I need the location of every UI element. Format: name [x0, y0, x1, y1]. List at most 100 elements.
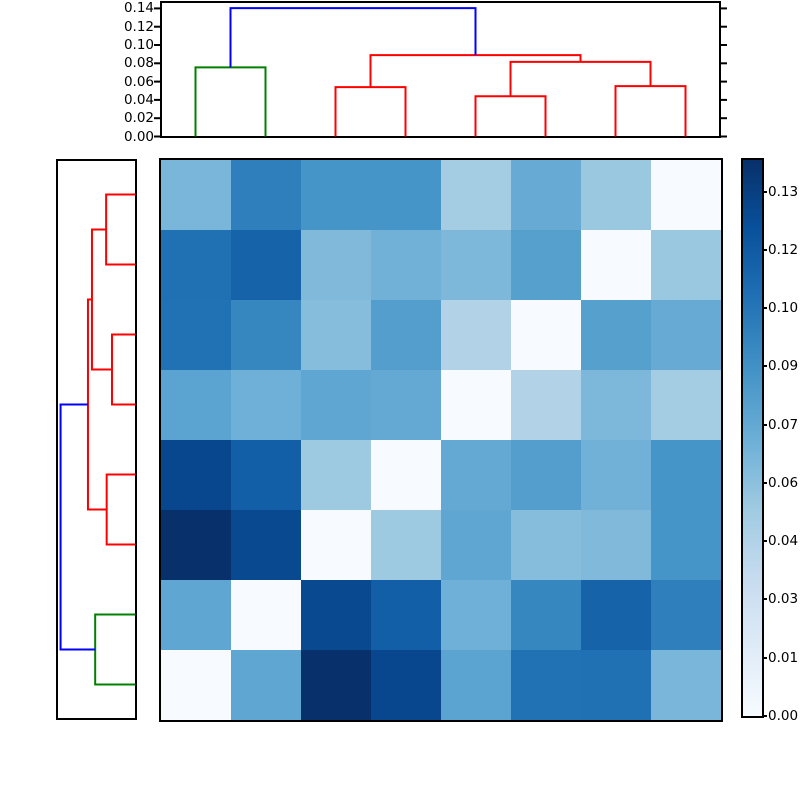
heatmap-cell: [370, 369, 441, 440]
dendrogram-link: [111, 333, 136, 406]
heatmap-cell: [230, 439, 301, 510]
heatmap-cell: [440, 229, 511, 300]
heatmap-cell: [440, 369, 511, 440]
heatmap-cell: [510, 649, 581, 720]
heatmap-cell: [510, 369, 581, 440]
heatmap-cell: [230, 509, 301, 580]
colorbar-tick-mark: [762, 307, 767, 310]
colorbar-tick-label: 0.01: [768, 649, 799, 666]
colorbar-tick-label: 0.12: [768, 241, 799, 258]
colorbar-tick-label: 0.06: [768, 474, 799, 491]
colorbar-tick-label: 0.10: [768, 300, 799, 317]
heatmap-cell: [300, 299, 371, 370]
heatmap-cell: [160, 229, 231, 300]
heatmap-cell: [160, 159, 231, 230]
heatmap-cell: [580, 159, 651, 230]
heatmap-cell: [370, 439, 441, 510]
colorbar-tick-label: 0.03: [768, 591, 799, 608]
heatmap-cell: [650, 369, 721, 440]
colorbar-tick-mark: [762, 423, 767, 426]
heatmap-cell: [160, 649, 231, 720]
top-dendrogram-ytick-label: 0.02: [123, 110, 154, 127]
heatmap-cell: [230, 579, 301, 650]
heatmap-cell: [650, 579, 721, 650]
dendrogram-link: [59, 403, 96, 651]
colorbar-tick-mark: [762, 365, 767, 368]
top-dendrogram-ytick-label: 0.10: [123, 37, 154, 53]
heatmap-cell: [370, 649, 441, 720]
heatmap-cell: [510, 439, 581, 510]
top-dendrogram-ytick-label: 0.04: [123, 91, 154, 108]
top-dendrogram-ytick-label: 0.00: [123, 128, 154, 145]
colorbar-tick-label: 0.00: [768, 708, 799, 724]
heatmap-cell: [650, 159, 721, 230]
dendrogram-link: [229, 7, 477, 68]
heatmap-cell: [650, 299, 721, 370]
heatmap-cell: [230, 649, 301, 720]
colorbar-tick-mark: [762, 248, 767, 251]
heatmap-cell: [160, 369, 231, 440]
colorbar-tick-label: 0.13: [768, 183, 799, 200]
colorbar-tick-mark: [762, 656, 767, 659]
colorbar-tick-mark: [762, 190, 767, 193]
colorbar-tick-label: 0.04: [768, 533, 799, 550]
heatmap-cell: [300, 229, 371, 300]
heatmap-cell: [650, 509, 721, 580]
heatmap-cell: [230, 369, 301, 440]
heatmap-cell: [300, 509, 371, 580]
heatmap-cell: [650, 229, 721, 300]
heatmap-cell: [300, 649, 371, 720]
heatmap-cell: [300, 369, 371, 440]
heatmap-cell: [440, 579, 511, 650]
heatmap-cell: [230, 299, 301, 370]
heatmap-cell: [580, 439, 651, 510]
heatmap-cell: [300, 579, 371, 650]
dendrogram-link: [86, 298, 107, 511]
colorbar-tick-mark: [762, 540, 767, 543]
heatmap-cell: [230, 159, 301, 230]
heatmap-cell: [510, 509, 581, 580]
heatmap-cell: [510, 299, 581, 370]
heatmap-cell: [580, 649, 651, 720]
heatmap-cell: [650, 439, 721, 510]
heatmap-cell: [160, 439, 231, 510]
dendrogram-link: [90, 228, 113, 371]
axes-frame: [56, 159, 137, 720]
colorbar-tick-mark: [762, 481, 767, 484]
heatmap-cell: [300, 159, 371, 230]
heatmap-cell: [160, 509, 231, 580]
heatmap-cell: [160, 299, 231, 370]
heatmap-cell: [580, 579, 651, 650]
colorbar-tick-label: 0.09: [768, 358, 799, 375]
heatmap-cell: [370, 159, 441, 230]
dendrogram-link: [194, 66, 267, 137]
heatmap-cell: [230, 229, 301, 300]
heatmap-cell: [650, 649, 721, 720]
heatmap-cell: [440, 439, 511, 510]
top-dendrogram-ytick-label: 0.12: [123, 18, 154, 35]
heatmap-cell: [580, 229, 651, 300]
heatmap-cell: [370, 579, 441, 650]
heatmap-cell: [580, 299, 651, 370]
dendrogram-link: [334, 86, 407, 137]
dendrogram-link: [614, 85, 687, 137]
dendrogram-link: [509, 60, 652, 97]
heatmap-cell: [440, 159, 511, 230]
heatmap-cell: [370, 229, 441, 300]
dendrogram-link: [105, 473, 136, 546]
axes-frame: [160, 1, 721, 138]
top-dendrogram-ytick-label: 0.14: [123, 0, 154, 17]
top-dendrogram-plot: [154, 1, 727, 138]
heatmap-cell: [580, 509, 651, 580]
top-dendrogram-ytick-label: 0.08: [123, 55, 154, 72]
colorbar-tick-mark: [762, 598, 767, 601]
colorbar-gradient: [743, 160, 762, 716]
dendrogram-link: [369, 54, 582, 88]
top-dendrogram-ytick-label: 0.06: [123, 73, 154, 90]
dendrogram-link: [94, 613, 136, 686]
heatmap-cell: [510, 159, 581, 230]
heatmap-cell: [510, 579, 581, 650]
colorbar-tick-label: 0.07: [768, 416, 799, 433]
heatmap-cell: [160, 579, 231, 650]
